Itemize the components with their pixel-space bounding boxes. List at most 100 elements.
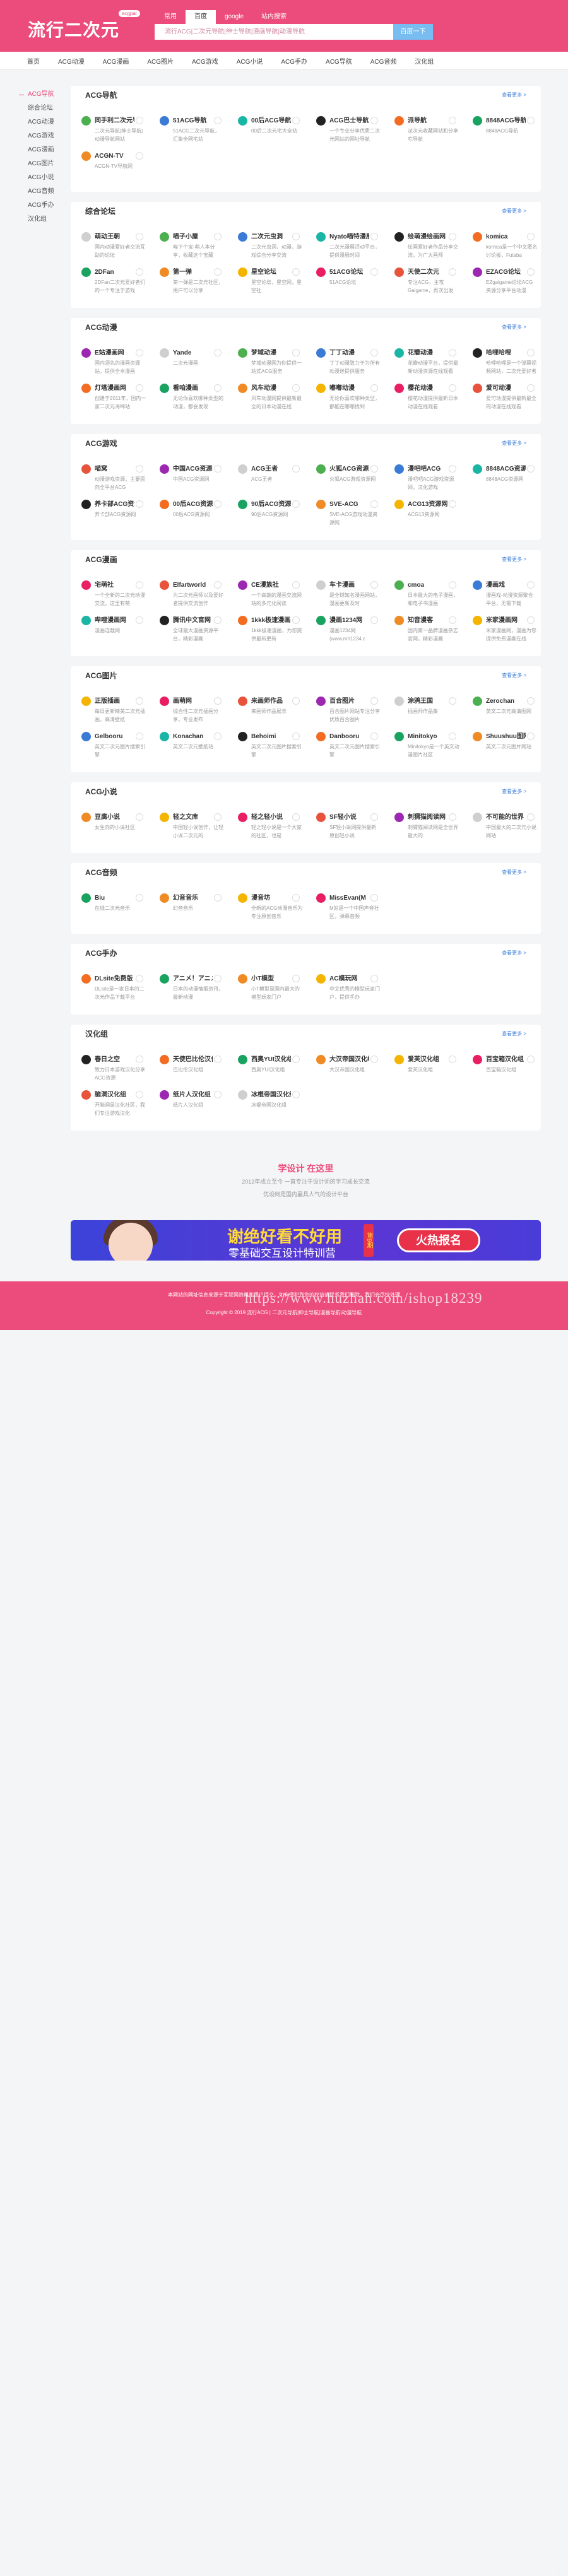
site-link[interactable]: E站漫画网 国内领先的漫画资源站，提供全本漫画 [81,344,160,380]
link-icon[interactable] [527,384,535,392]
more-link[interactable]: 查看更多 > [502,789,526,794]
site-link[interactable]: 喵窝 动漫游戏资源，主要面向全平台ACG [81,461,160,496]
site-link[interactable]: 90后ACG资源 90后ACG资源网 [238,496,316,531]
link-icon[interactable] [370,117,378,124]
link-icon[interactable] [370,233,378,240]
site-link[interactable]: 天使巴比伦汉化 巴比伦汉化组 [160,1051,238,1086]
site-name[interactable]: SVE-ACG [329,501,358,508]
site-link[interactable]: 车卡漫画 是全球知名漫画网站，漫画更新及时 [316,577,394,612]
site-link[interactable]: Nyato喵特漫展 二次元漫展活动平台，提供漫展时间 [316,228,394,264]
link-icon[interactable] [370,500,378,508]
site-link[interactable]: Biu 在线二次元音乐 [81,890,160,925]
site-link[interactable]: Konachan 英文二次元壁纸站 [160,728,238,763]
site-link[interactable]: 刺猬猫阅读网 刺猬猫阅读网是全世界最大的 [394,809,473,844]
site-name[interactable]: 涂鸦王国 [408,698,433,705]
site-link[interactable]: 2DFan 2DFan二次元爱好者们的一个专注于游戏 [81,264,160,299]
site-name[interactable]: 小T模型 [251,975,275,982]
link-icon[interactable] [449,813,456,821]
more-link[interactable]: 查看更多 > [502,324,526,330]
site-link[interactable]: 来画师作品 来画师作品展示 [238,693,316,728]
site-link[interactable]: 冰棍帝国汉化组 冰棍帝国汉化组 [238,1086,316,1122]
site-link[interactable]: 00后ACG资源 00后ACG资源网 [160,496,238,531]
link-icon[interactable] [214,349,222,356]
site-name[interactable]: 腾讯中文官网 [173,617,211,624]
link-icon[interactable] [214,581,222,589]
link-icon[interactable] [449,349,456,356]
site-link[interactable]: 米家漫画网 米家漫画网，漫画为您提供免费漫画在线 [473,612,551,647]
link-icon[interactable] [214,1091,222,1098]
site-link[interactable]: 幻音音乐 幻音音乐 [160,890,238,925]
site-link[interactable]: 轻之轻小说 轻之轻小说是一个大家的社区，也是 [238,809,316,844]
more-link[interactable]: 查看更多 > [502,440,526,446]
sidebar-link[interactable]: 综合论坛 [28,105,53,112]
link-icon[interactable] [370,975,378,982]
site-name[interactable]: ACG13资源网 [408,501,447,508]
link-icon[interactable] [214,813,222,821]
site-name[interactable]: 不可能的世界 [486,814,524,821]
link-icon[interactable] [449,732,456,740]
site-link[interactable]: 爱可动漫 爱可动漫提供最新最全的动漫在线观看 [473,380,551,415]
site-name[interactable]: 火狐ACG资源网 [329,466,369,473]
link-icon[interactable] [527,268,535,276]
site-name[interactable]: 51ACG论坛 [329,269,364,276]
site-link[interactable]: 漫音坊 全新的ACG动漫音乐为专注原创音乐 [238,890,316,925]
link-icon[interactable] [449,697,456,705]
site-link[interactable]: 知音漫客 国内第一品牌漫画杂志官网，精彩漫画 [394,612,473,647]
nav-link[interactable]: ACG小说 [236,58,263,66]
site-name[interactable]: 宅萌社 [95,582,114,589]
site-name[interactable]: Minitokyo [408,733,437,740]
site-link[interactable]: 绘萌漫绘画网 绘画爱好者作品分享交流，为广大画师 [394,228,473,264]
link-icon[interactable] [292,268,300,276]
site-name[interactable]: 8848ACG导航 [486,117,526,124]
site-name[interactable]: 百合图片 [329,698,355,705]
nav-link[interactable]: ACG游戏 [192,58,218,66]
nav-link[interactable]: ACG动漫 [58,58,85,66]
site-name[interactable]: 车卡漫画 [329,582,355,589]
link-icon[interactable] [214,268,222,276]
site-link[interactable]: AC模玩网 中文优秀的模型玩家门户，提供手办 [316,970,394,1006]
site-name[interactable]: 百宝箱汉化组 [486,1056,524,1063]
site-name[interactable]: 00后ACG导航 [251,117,291,124]
site-link[interactable]: 正版插画 每日更新精美二次元插画，高清壁纸 [81,693,160,728]
more-link[interactable]: 查看更多 > [502,208,526,214]
site-link[interactable]: 百宝箱汉化组 百宝箱汉化组 [473,1051,551,1086]
link-icon[interactable] [370,616,378,624]
nav-link[interactable]: ACG导航 [326,58,352,66]
more-link[interactable]: 查看更多 > [502,556,526,562]
link-icon[interactable] [527,813,535,821]
site-link[interactable]: 梦域动漫 梦域动漫网为你提供一站式ACG服务 [238,344,316,380]
link-icon[interactable] [292,813,300,821]
sidebar-link[interactable]: ACG动漫 [28,119,54,126]
link-icon[interactable] [136,813,143,821]
link-icon[interactable] [136,268,143,276]
site-link[interactable]: SVE-ACG SVE-ACG游戏动漫资源网 [316,496,394,531]
site-link[interactable]: 00后ACG导航 00后二次元宅大全站 [238,112,316,148]
site-name[interactable]: CE漫族社 [251,582,279,589]
link-icon[interactable] [292,732,300,740]
sidebar-link[interactable]: ACG手办 [28,202,54,209]
site-name[interactable]: 2DFan [95,269,114,276]
search-input[interactable]: 流行ACG|二次元导航|绅士导航|漫画导航|动漫导航 [155,24,393,40]
site-name[interactable]: 养卡部ACG资源 [95,501,134,508]
link-icon[interactable] [449,581,456,589]
link-icon[interactable] [136,500,143,508]
site-name[interactable]: 漫画戏 [486,582,505,589]
site-link[interactable]: 灯塔漫画网 创建于2011年，国内一家二次元海绵站 [81,380,160,415]
site-link[interactable]: ACG13资源网 ACG13资源网 [394,496,473,531]
site-name[interactable]: 天使二次元 [408,269,439,276]
site-link[interactable]: 火狐ACG资源网火狐ACG游戏资源网 [316,461,394,496]
site-link[interactable]: Gelbooru 英文二次元图片搜索引擎 [81,728,160,763]
site-link[interactable]: 8848ACG导航 8848ACG导航 [473,112,551,148]
link-icon[interactable] [527,233,535,240]
site-link[interactable]: 不可能的世界 中国最大的二次元小说网站 [473,809,551,844]
site-name[interactable]: Elfartworld [173,582,206,589]
link-icon[interactable] [370,1056,378,1063]
link-icon[interactable] [370,465,378,473]
site-link[interactable]: 丁丁动漫 丁丁动漫致力于为所有动漫迷提供服务 [316,344,394,380]
site-link[interactable]: Shuushuu图网 英文二次元图片网站 [473,728,551,763]
link-icon[interactable] [292,581,300,589]
site-name[interactable]: アニメ！アニメ [173,975,213,982]
site-link[interactable]: 天使二次元 专注ACG，主攻Galgame，再次出发 [394,264,473,299]
site-name[interactable]: 8848ACG资源 [486,466,526,473]
sidebar-link[interactable]: ACG游戏 [28,132,54,139]
